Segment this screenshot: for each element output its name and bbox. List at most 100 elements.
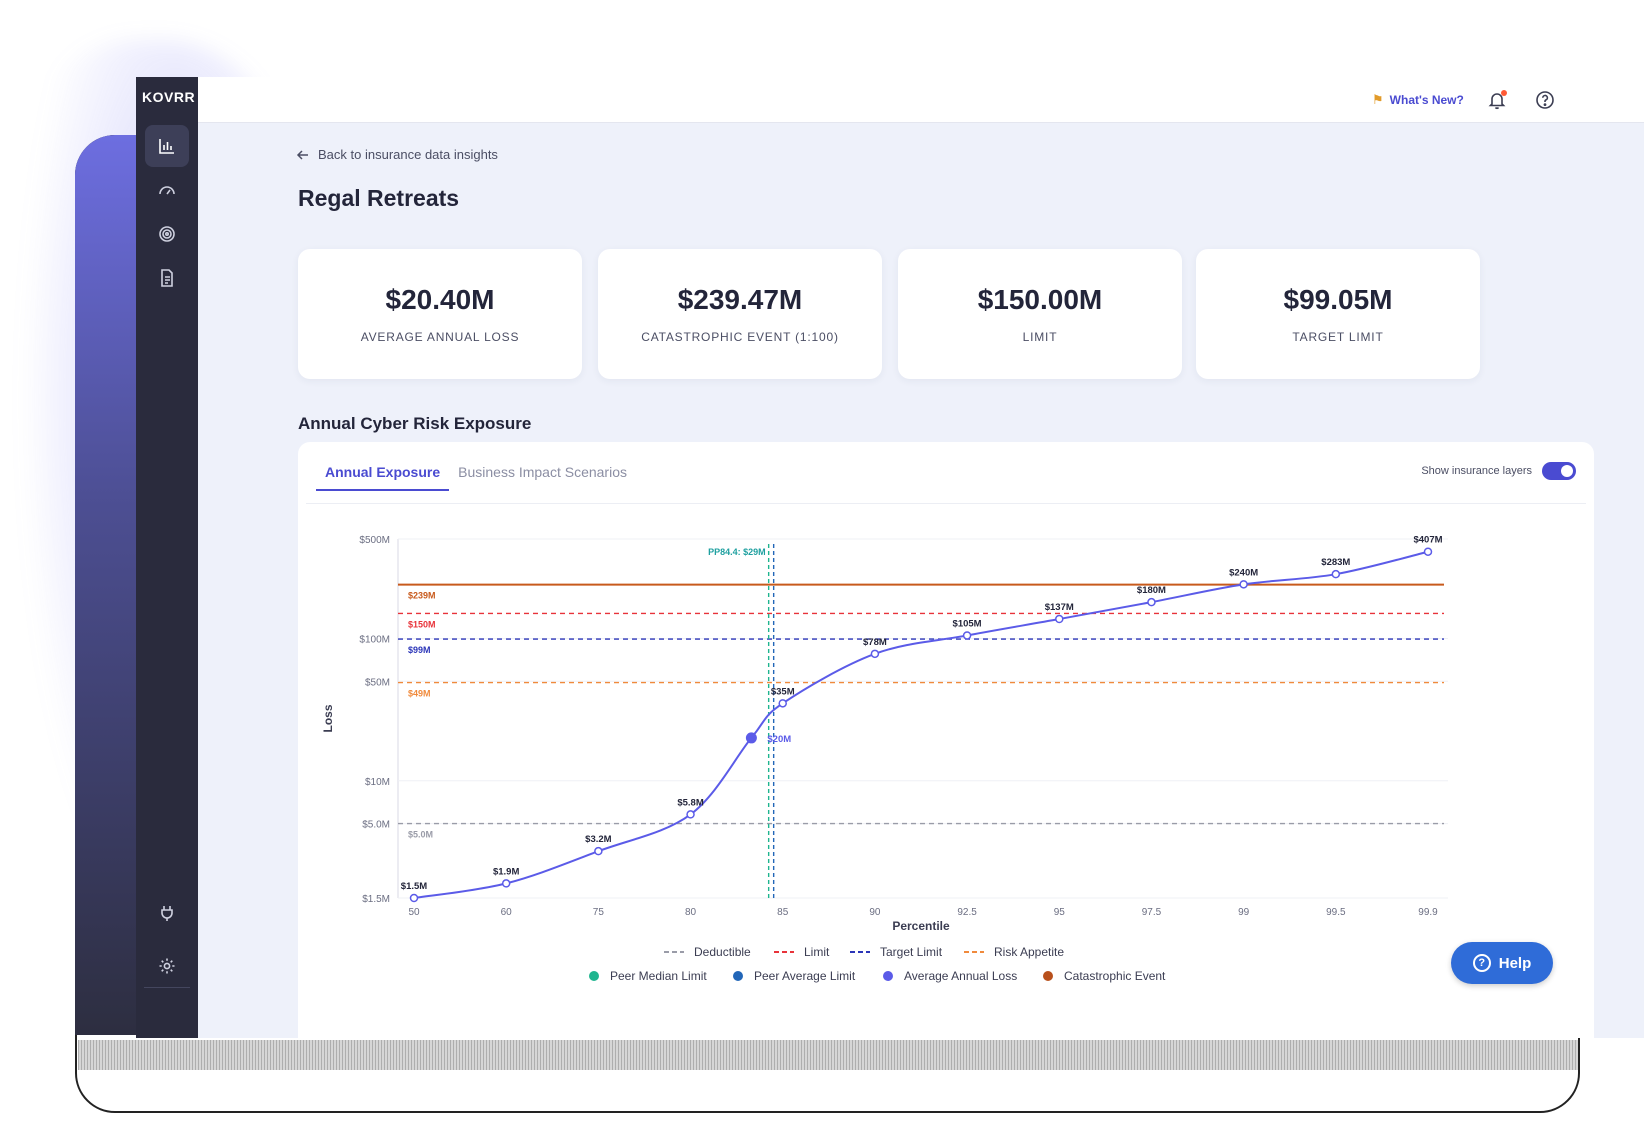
bar-chart-icon [159,139,174,154]
x-tick-label: 97.5 [1142,907,1162,918]
bell-icon [1488,93,1506,110]
x-tick-label: 85 [777,907,789,918]
kpi-label: CATASTROPHIC EVENT (1:100) [641,330,839,344]
loss-curve-point-label: $5.8M [677,797,703,808]
legend-dot-label: Catastrophic Event [1064,969,1166,983]
x-tick-label: 50 [408,907,420,918]
topbar: ⚑ What's New? HH [198,77,1644,123]
exposure-chart: $1.5M $5.0M $10M $50M $100M $500M 50 60 75 80 85 90… [321,535,1448,983]
chart-card: Annual Exposure Business Impact Scenario… [298,442,1594,1038]
kpi-card-catastrophic-event: $239.47M CATASTROPHIC EVENT (1:100) [598,249,882,379]
loss-curve-point [962,631,972,640]
peer-line-label: PP84.4: $29M [708,547,766,557]
loss-curve-point-label: $1.9M [493,866,519,877]
kpi-label: TARGET LIMIT [1292,330,1384,344]
device-frame-edge [78,1040,1578,1070]
target-icon [159,226,175,242]
kpi-value: $150.00M [977,284,1103,315]
nav-settings-button[interactable] [145,945,189,987]
legend-dot-label: Average Annual Loss [904,969,1017,983]
kpi-value: $239.47M [677,284,803,315]
help-label: Help [1498,954,1532,972]
megaphone-icon: ⚑ [1372,92,1384,107]
reference-line-label: $239M [408,591,436,601]
y-axis-label: Loss [321,704,335,732]
legend-dot-swatch [733,971,743,981]
average-annual-loss-label: $20M [767,734,791,745]
x-tick-label: 99.9 [1418,907,1438,918]
tab-business-impact-scenarios[interactable]: Business Impact Scenarios [458,464,627,480]
notifications-button[interactable] [1484,87,1510,113]
back-link-label: Back to insurance data insights [318,147,498,162]
chart-tabs: Annual Exposure Business Impact Scenario… [316,460,636,491]
y-tick-label: $5.0M [362,820,390,831]
tab-annual-exposure[interactable]: Annual Exposure [316,460,450,491]
insurance-layers-toggle-wrap: Show insurance layers [1421,462,1576,480]
legend-dot-swatch [1043,971,1053,981]
sidebar-divider [144,987,190,988]
insurance-layers-toggle[interactable] [1542,462,1576,480]
y-tick-label: $10M [365,777,390,788]
nav-gauge-button[interactable] [145,169,189,211]
whats-new-link[interactable]: ⚑ What's New? [1372,92,1464,108]
loss-curve-point [870,649,880,659]
legend-dot-label: Peer Median Limit [610,969,707,983]
loss-curve-line [413,550,1429,899]
loss-curve-point [686,810,695,819]
y-tick-label: $1.5M [362,894,390,905]
loss-curve-point-label: $1.5M [401,881,427,892]
back-link[interactable]: Back to insurance data insights [296,147,498,162]
kpi-label: LIMIT [1022,330,1058,344]
loss-curve-point [594,846,603,856]
question-circle-icon [1536,91,1554,109]
nav-target-button[interactable] [145,213,189,255]
arrow-left-icon [296,149,308,160]
kpi-card-average-annual-loss: $20.40M AVERAGE ANNUAL LOSS [298,249,582,379]
loss-curve-point-label: $137M [1045,602,1074,613]
insurance-layers-label: Show insurance layers [1421,465,1532,477]
help-button[interactable]: ? Help [1451,942,1553,984]
loss-curve-point-label: $283M [1321,557,1350,568]
gauge-icon [159,186,175,195]
x-tick-label: 92.5 [957,907,977,918]
loss-curve-point [1147,597,1156,607]
y-tick-label: $500M [359,535,390,546]
loss-curve-point [409,893,419,903]
notification-dot [1501,90,1507,96]
gear-icon [159,958,175,974]
legend-line-label: Target Limit [880,945,943,959]
reference-line-label: $99M [408,645,431,655]
section-title: Annual Cyber Risk Exposure [298,414,532,433]
nav-dashboard-button[interactable] [145,125,189,167]
x-tick-label: 80 [685,907,697,918]
loss-curve-point-label: $407M [1413,535,1442,546]
kpi-value: $20.40M [385,284,495,315]
loss-curve-point [1423,547,1433,556]
x-tick-label: 90 [869,907,881,918]
kpi-label: AVERAGE ANNUAL LOSS [360,330,520,344]
loss-curve-point-label: $240M [1229,567,1258,578]
nav-integrations-button[interactable] [145,892,189,934]
loss-curve-point-label: $35M [771,686,795,697]
loss-curve-point [778,699,787,708]
x-tick-label: 75 [593,907,605,918]
loss-curve-point-label: $3.2M [585,834,611,845]
kpi-card-limit: $150.00M LIMIT [898,249,1182,379]
loss-curve-point [1055,614,1064,624]
legend-dot-label: Peer Average Limit [754,969,856,983]
legend-line-label: Limit [804,945,830,959]
reference-line-label: $49M [408,689,431,699]
nav-reports-button[interactable] [145,257,189,299]
reference-line-label: $150M [408,619,436,629]
x-tick-label: 60 [501,907,513,918]
loss-curve-point-label: $105M [953,618,982,629]
question-icon: ? [1472,954,1491,972]
help-center-button[interactable] [1532,87,1558,113]
page-title: Regal Retreats [298,185,460,211]
x-tick-label: 99.5 [1326,907,1346,918]
loss-curve-point [501,879,511,888]
app-window: KOVRR ⚑ What's [136,77,1644,1038]
legend-dot-swatch [883,971,893,981]
y-tick-label: $50M [365,677,390,688]
